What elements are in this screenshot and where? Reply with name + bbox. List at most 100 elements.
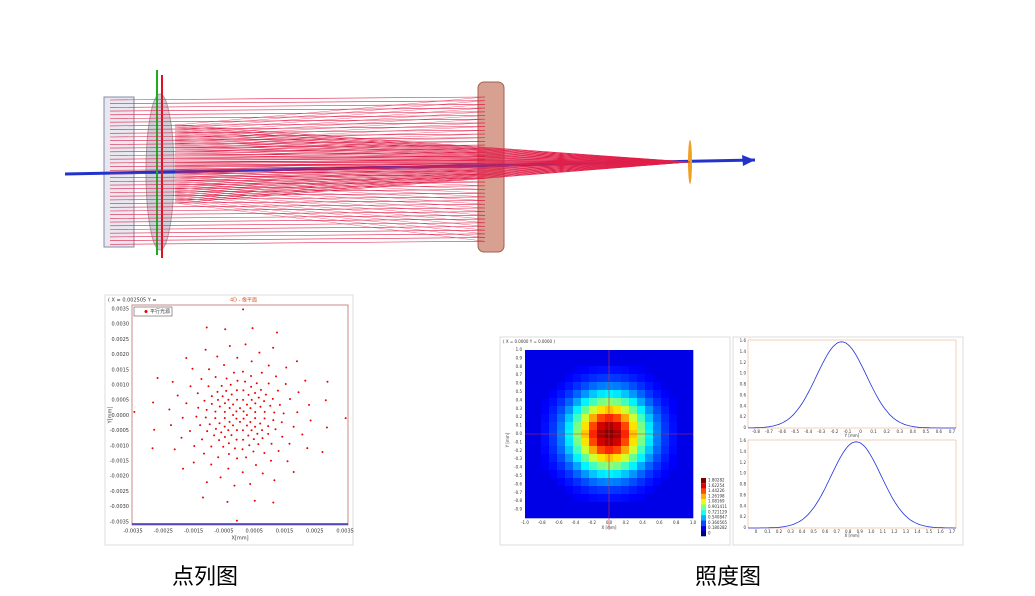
irr-cell	[661, 470, 670, 479]
irr-cell	[645, 350, 654, 359]
irr-cell	[669, 446, 678, 455]
spot-dot	[280, 421, 283, 424]
irr-cell	[653, 414, 662, 423]
irr-cell	[685, 406, 694, 415]
irr-cell	[525, 358, 534, 367]
ray-back	[174, 200, 486, 238]
spot-dot	[253, 499, 256, 502]
caption: 照度图	[695, 565, 761, 590]
irr-cell	[549, 486, 558, 495]
irr-cell	[573, 358, 582, 367]
irr-cell	[597, 414, 606, 423]
irr-cell	[557, 494, 566, 503]
spot-dot	[308, 403, 311, 406]
spot-dot	[181, 416, 184, 419]
irr-cell	[565, 454, 574, 463]
irr-cell	[565, 478, 574, 487]
ray-out	[174, 161, 691, 196]
profile-y-tick: 1.0	[740, 471, 747, 476]
colorbar-label: 0.901411	[708, 504, 728, 509]
irr-cell	[573, 454, 582, 463]
spot-dot	[241, 429, 244, 432]
ray-in	[109, 204, 486, 208]
profile-x-tick: 0.6	[936, 429, 943, 434]
irr-cell	[557, 414, 566, 423]
irr-cell	[669, 438, 678, 447]
irr-cell	[597, 382, 606, 391]
irr-cell	[613, 478, 622, 487]
ray-back	[174, 141, 486, 150]
profile-x-tick: 1.3	[903, 529, 910, 534]
profile-y-tick: 1.2	[740, 360, 747, 365]
spot-dot	[223, 364, 226, 367]
spot-dot	[242, 438, 245, 441]
spot-dot	[288, 442, 291, 445]
colorbar-label: 1.08169	[708, 499, 725, 504]
irr-cell	[549, 358, 558, 367]
irr-cell	[589, 382, 598, 391]
irr-cell	[677, 398, 686, 407]
spot-dot	[208, 423, 211, 426]
spot-dot	[288, 398, 291, 401]
spot-dot	[227, 398, 230, 401]
irr-cell	[597, 446, 606, 455]
spot-dot	[218, 439, 221, 442]
irr-cell	[589, 470, 598, 479]
irr-cell	[645, 462, 654, 471]
irr-cell	[653, 398, 662, 407]
irr-cell	[581, 382, 590, 391]
irr-cell	[597, 494, 606, 503]
irr-cell	[525, 510, 534, 519]
spot-dot	[220, 384, 223, 387]
irr-cell	[597, 406, 606, 415]
colorbar-label: 1.26198	[708, 493, 725, 498]
ray-out	[174, 161, 691, 194]
irr-cell	[557, 462, 566, 471]
profile-x-tick: 0.7	[834, 529, 841, 534]
colorbar-label: 0	[708, 531, 711, 536]
profile-y-tick: 1.6	[740, 338, 747, 343]
profile-x-tick: 0.3	[897, 429, 904, 434]
irr-cell	[525, 374, 534, 383]
irr-cell	[677, 390, 686, 399]
irr-cell	[645, 406, 654, 415]
irr-cell	[669, 502, 678, 511]
spot-x-tick: -0.0015	[184, 529, 203, 535]
irr-cell	[669, 454, 678, 463]
irr-cell	[581, 414, 590, 423]
spot-dot	[250, 374, 253, 377]
ray-back	[174, 96, 486, 126]
irr-cell	[557, 438, 566, 447]
irr-cell	[597, 486, 606, 495]
irr-cell	[597, 374, 606, 383]
profile-y-tick: 0.2	[740, 414, 747, 419]
irr-cell	[533, 478, 542, 487]
spot-dot	[257, 396, 260, 399]
profile-x-tick: -0.5	[791, 429, 799, 434]
irr-y-tick: 0.0	[516, 431, 523, 436]
irr-cell	[613, 470, 622, 479]
irr-cell	[549, 446, 558, 455]
spot-x-tick: 0.0015	[276, 529, 294, 535]
spot-dot	[292, 425, 295, 428]
irr-cell	[621, 414, 630, 423]
profile-x-tick: 0.5	[810, 529, 817, 534]
irr-cell	[621, 446, 630, 455]
irr-cell	[653, 462, 662, 471]
irr-cell	[661, 502, 670, 511]
profile-x-tick: 0.6	[822, 529, 829, 534]
colorbar-label: 1.80282	[708, 478, 725, 483]
spot-dot	[199, 424, 202, 427]
irr-cell	[589, 358, 598, 367]
irr-x-tick: -0.8	[538, 520, 546, 525]
spot-dot	[193, 444, 196, 447]
profile-x-tick: -0.6	[778, 429, 786, 434]
ray-out	[174, 161, 691, 184]
profile-y-tick: 1.4	[740, 349, 747, 354]
spot-dot	[250, 398, 253, 401]
irr-cell	[589, 374, 598, 383]
irr-cell	[653, 374, 662, 383]
ray-in	[109, 130, 486, 134]
profile-x-tick: 0.7	[949, 429, 956, 434]
irr-cell	[653, 502, 662, 511]
